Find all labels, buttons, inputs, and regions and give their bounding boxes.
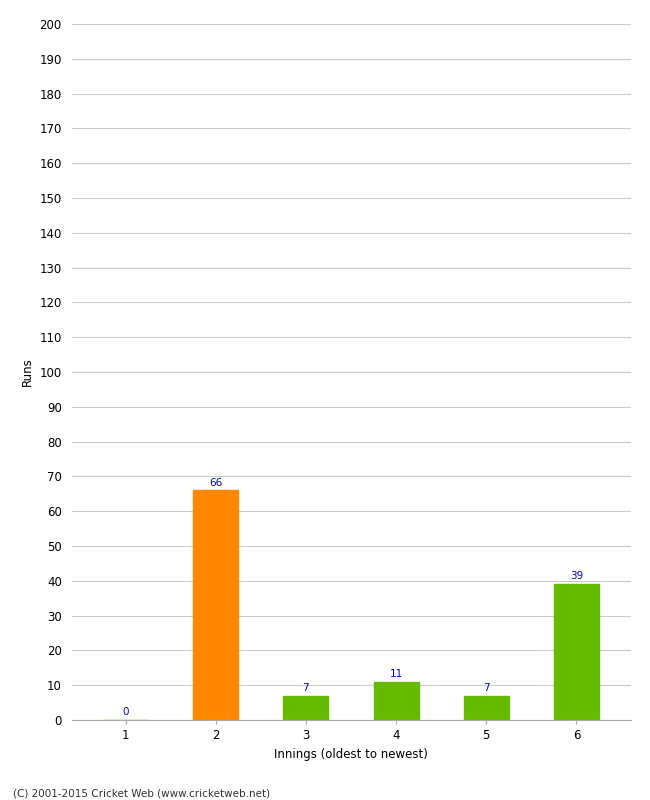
Bar [463,696,509,720]
Text: 11: 11 [389,669,403,679]
Bar [193,490,239,720]
Y-axis label: Runs: Runs [21,358,34,386]
Text: 7: 7 [483,683,489,693]
X-axis label: Innings (oldest to newest): Innings (oldest to newest) [274,747,428,761]
Text: 7: 7 [303,683,309,693]
Text: 39: 39 [570,571,583,582]
Bar [283,696,328,720]
Bar [374,682,419,720]
Text: 0: 0 [122,707,129,718]
Text: (C) 2001-2015 Cricket Web (www.cricketweb.net): (C) 2001-2015 Cricket Web (www.cricketwe… [13,788,270,798]
Bar [554,584,599,720]
Text: 66: 66 [209,478,222,487]
